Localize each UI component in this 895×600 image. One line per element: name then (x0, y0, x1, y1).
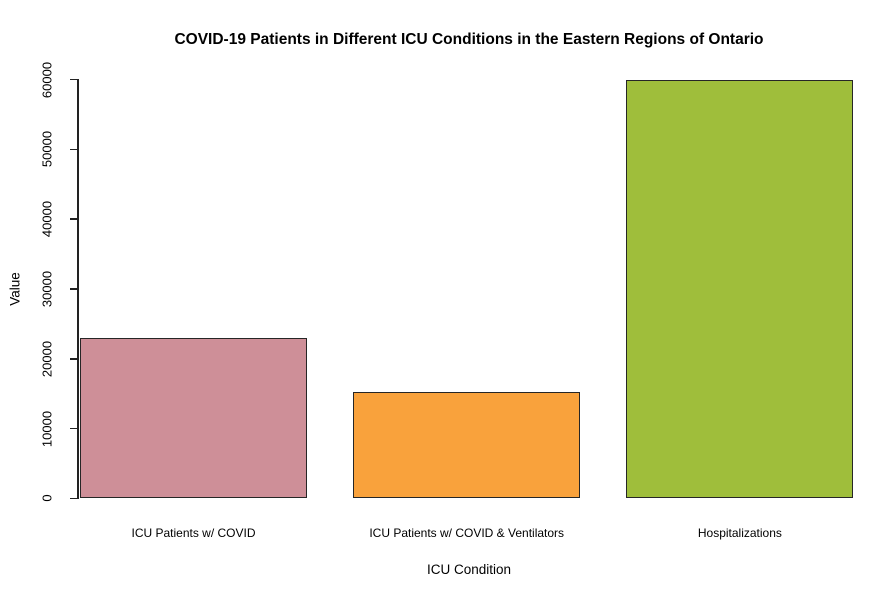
y-tick-mark (70, 427, 78, 430)
y-tick-label: 40000 (39, 201, 55, 238)
x-category-label: ICU Patients w/ COVID (131, 526, 256, 540)
x-category-label: Hospitalizations (697, 526, 782, 540)
y-tick-mark (70, 148, 78, 151)
y-tick-mark (70, 78, 78, 81)
y-tick-label: 60000 (39, 61, 55, 98)
bar-2 (626, 79, 854, 499)
y-tick-label: 50000 (39, 131, 55, 168)
y-tick-label: 30000 (39, 270, 55, 308)
y-tick-mark (70, 218, 78, 220)
y-tick-mark (70, 497, 78, 500)
y-tick-label: 10000 (39, 410, 55, 447)
bar-0 (80, 337, 307, 499)
y-tick-label: 20000 (39, 340, 55, 377)
chart-title: COVID-19 Patients in Different ICU Condi… (174, 31, 764, 48)
x-axis-title: ICU Condition (426, 562, 512, 577)
y-axis-title: Value (7, 272, 23, 306)
y-axis-line (77, 79, 79, 499)
bar-1 (353, 391, 581, 499)
y-tick-mark (70, 358, 78, 360)
y-tick-mark (70, 288, 78, 290)
y-tick-label: 0 (39, 494, 55, 502)
x-category-label: ICU Patients w/ COVID & Ventilators (369, 526, 565, 540)
